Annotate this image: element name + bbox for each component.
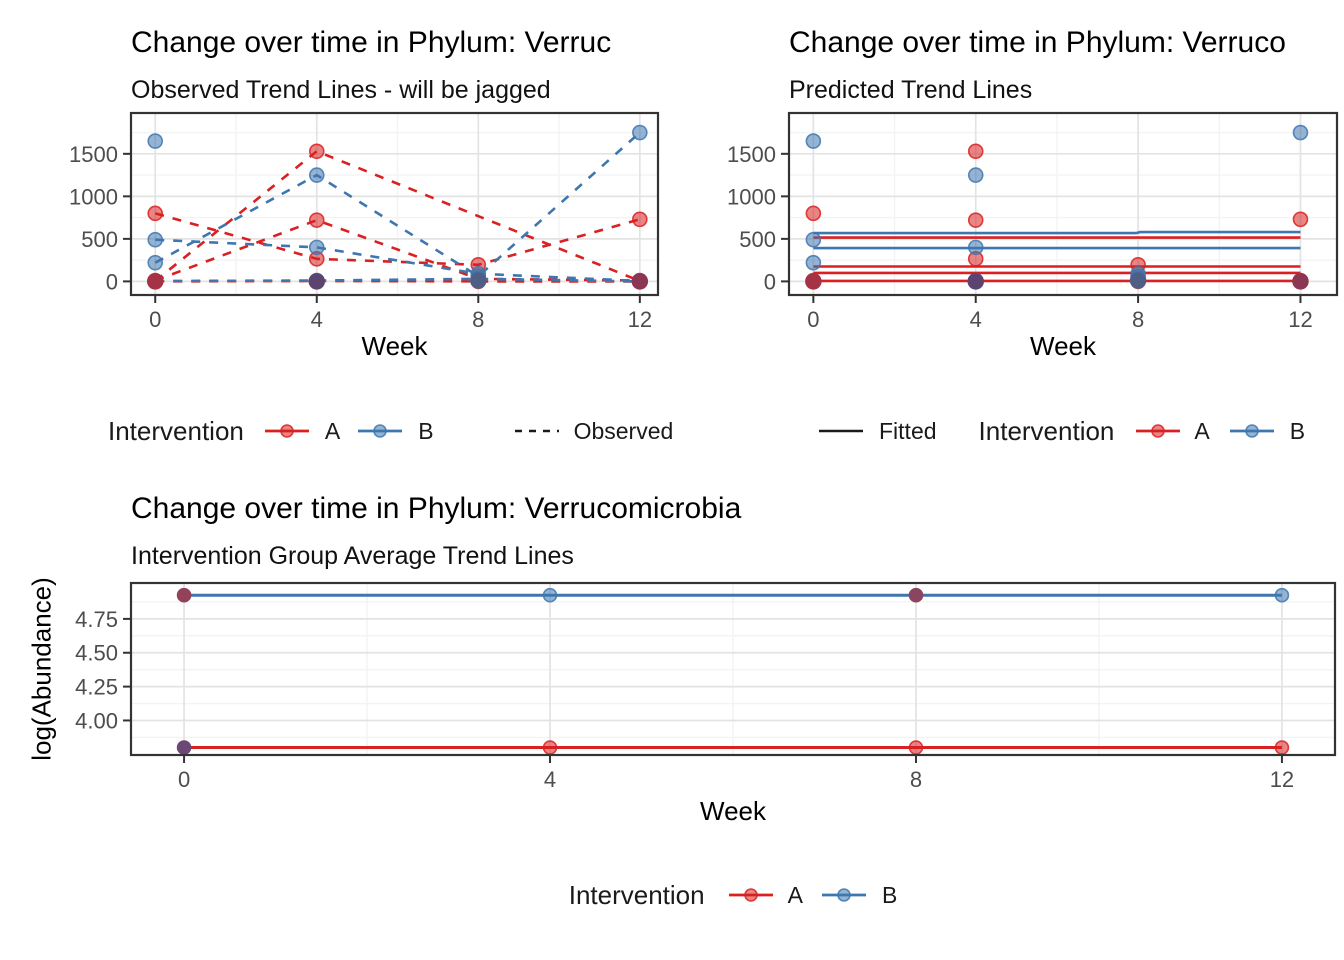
observed-subtitle: Observed Trend Lines - will be jagged — [131, 76, 551, 104]
legend-title: Intervention — [978, 415, 1115, 446]
predicted-plot: 0 4 8 12 0 500 1000 1500 — [727, 111, 1339, 332]
legend-title: Intervention — [568, 879, 705, 910]
svg-text:4: 4 — [970, 307, 982, 332]
observed-title: Change over time in Phylum: Verruc — [131, 26, 612, 59]
svg-text:4: 4 — [544, 767, 556, 792]
svg-text:12: 12 — [1288, 307, 1312, 332]
legend-key-a-icon — [1134, 419, 1182, 443]
legend-key-fitted-icon — [817, 419, 865, 443]
legend-label-a: A — [787, 881, 803, 908]
legend-key-a-icon — [263, 419, 311, 443]
svg-text:500: 500 — [739, 227, 776, 252]
predicted-title: Change over time in Phylum: Verruco — [789, 26, 1286, 59]
legend-label-b: B — [418, 417, 434, 444]
svg-text:1500: 1500 — [727, 142, 776, 167]
legend-label-observed: Observed — [573, 417, 672, 444]
svg-text:1000: 1000 — [727, 184, 776, 209]
legend-label-fitted: Fitted — [879, 417, 937, 444]
average-subtitle: Intervention Group Average Trend Lines — [131, 542, 574, 570]
svg-text:12: 12 — [628, 307, 652, 332]
observed-plot: 0 4 8 12 0 500 1000 1500 — [69, 111, 660, 332]
predicted-xaxis-label: Week — [1030, 331, 1096, 361]
svg-text:0: 0 — [106, 269, 118, 294]
legend-key-b-icon — [820, 883, 868, 907]
predicted-subtitle: Predicted Trend Lines — [789, 76, 1033, 104]
legend-label-a: A — [324, 417, 341, 444]
predicted-legend: Fitted Intervention A B — [672, 408, 1344, 454]
legend-label-b: B — [1289, 417, 1306, 444]
svg-text:500: 500 — [81, 227, 118, 252]
average-title: Change over time in Phylum: Verrucomicro… — [131, 492, 742, 525]
legend-key-b-icon — [356, 419, 404, 443]
svg-text:12: 12 — [1270, 767, 1294, 792]
svg-text:1500: 1500 — [69, 142, 118, 167]
svg-text:0: 0 — [807, 307, 819, 332]
legend-label-a: A — [1194, 417, 1210, 444]
average-plot: 0 4 8 12 4.00 4.25 4.50 4.75 — [75, 581, 1337, 792]
svg-text:0: 0 — [178, 767, 190, 792]
legend-key-a-icon — [727, 883, 775, 907]
observed-legend: Intervention A B Observed — [0, 408, 672, 454]
svg-text:4.00: 4.00 — [75, 708, 118, 733]
svg-text:0: 0 — [764, 269, 776, 294]
average-xaxis-label: Week — [700, 796, 766, 826]
observed-xaxis-label: Week — [361, 331, 428, 361]
svg-text:8: 8 — [1132, 307, 1144, 332]
legend-key-observed-icon — [513, 419, 561, 443]
svg-text:4.75: 4.75 — [75, 607, 118, 632]
legend-key-b-icon — [1228, 419, 1276, 443]
svg-text:4.25: 4.25 — [75, 675, 118, 700]
svg-text:0: 0 — [149, 307, 161, 332]
svg-text:4.50: 4.50 — [75, 641, 118, 666]
legend-label-b: B — [881, 881, 898, 908]
svg-text:8: 8 — [910, 767, 922, 792]
svg-text:4: 4 — [311, 307, 323, 332]
average-legend: Intervention A B — [131, 872, 1335, 918]
svg-text:8: 8 — [472, 307, 484, 332]
svg-text:1000: 1000 — [69, 184, 118, 209]
legend-title: Intervention — [108, 415, 244, 446]
